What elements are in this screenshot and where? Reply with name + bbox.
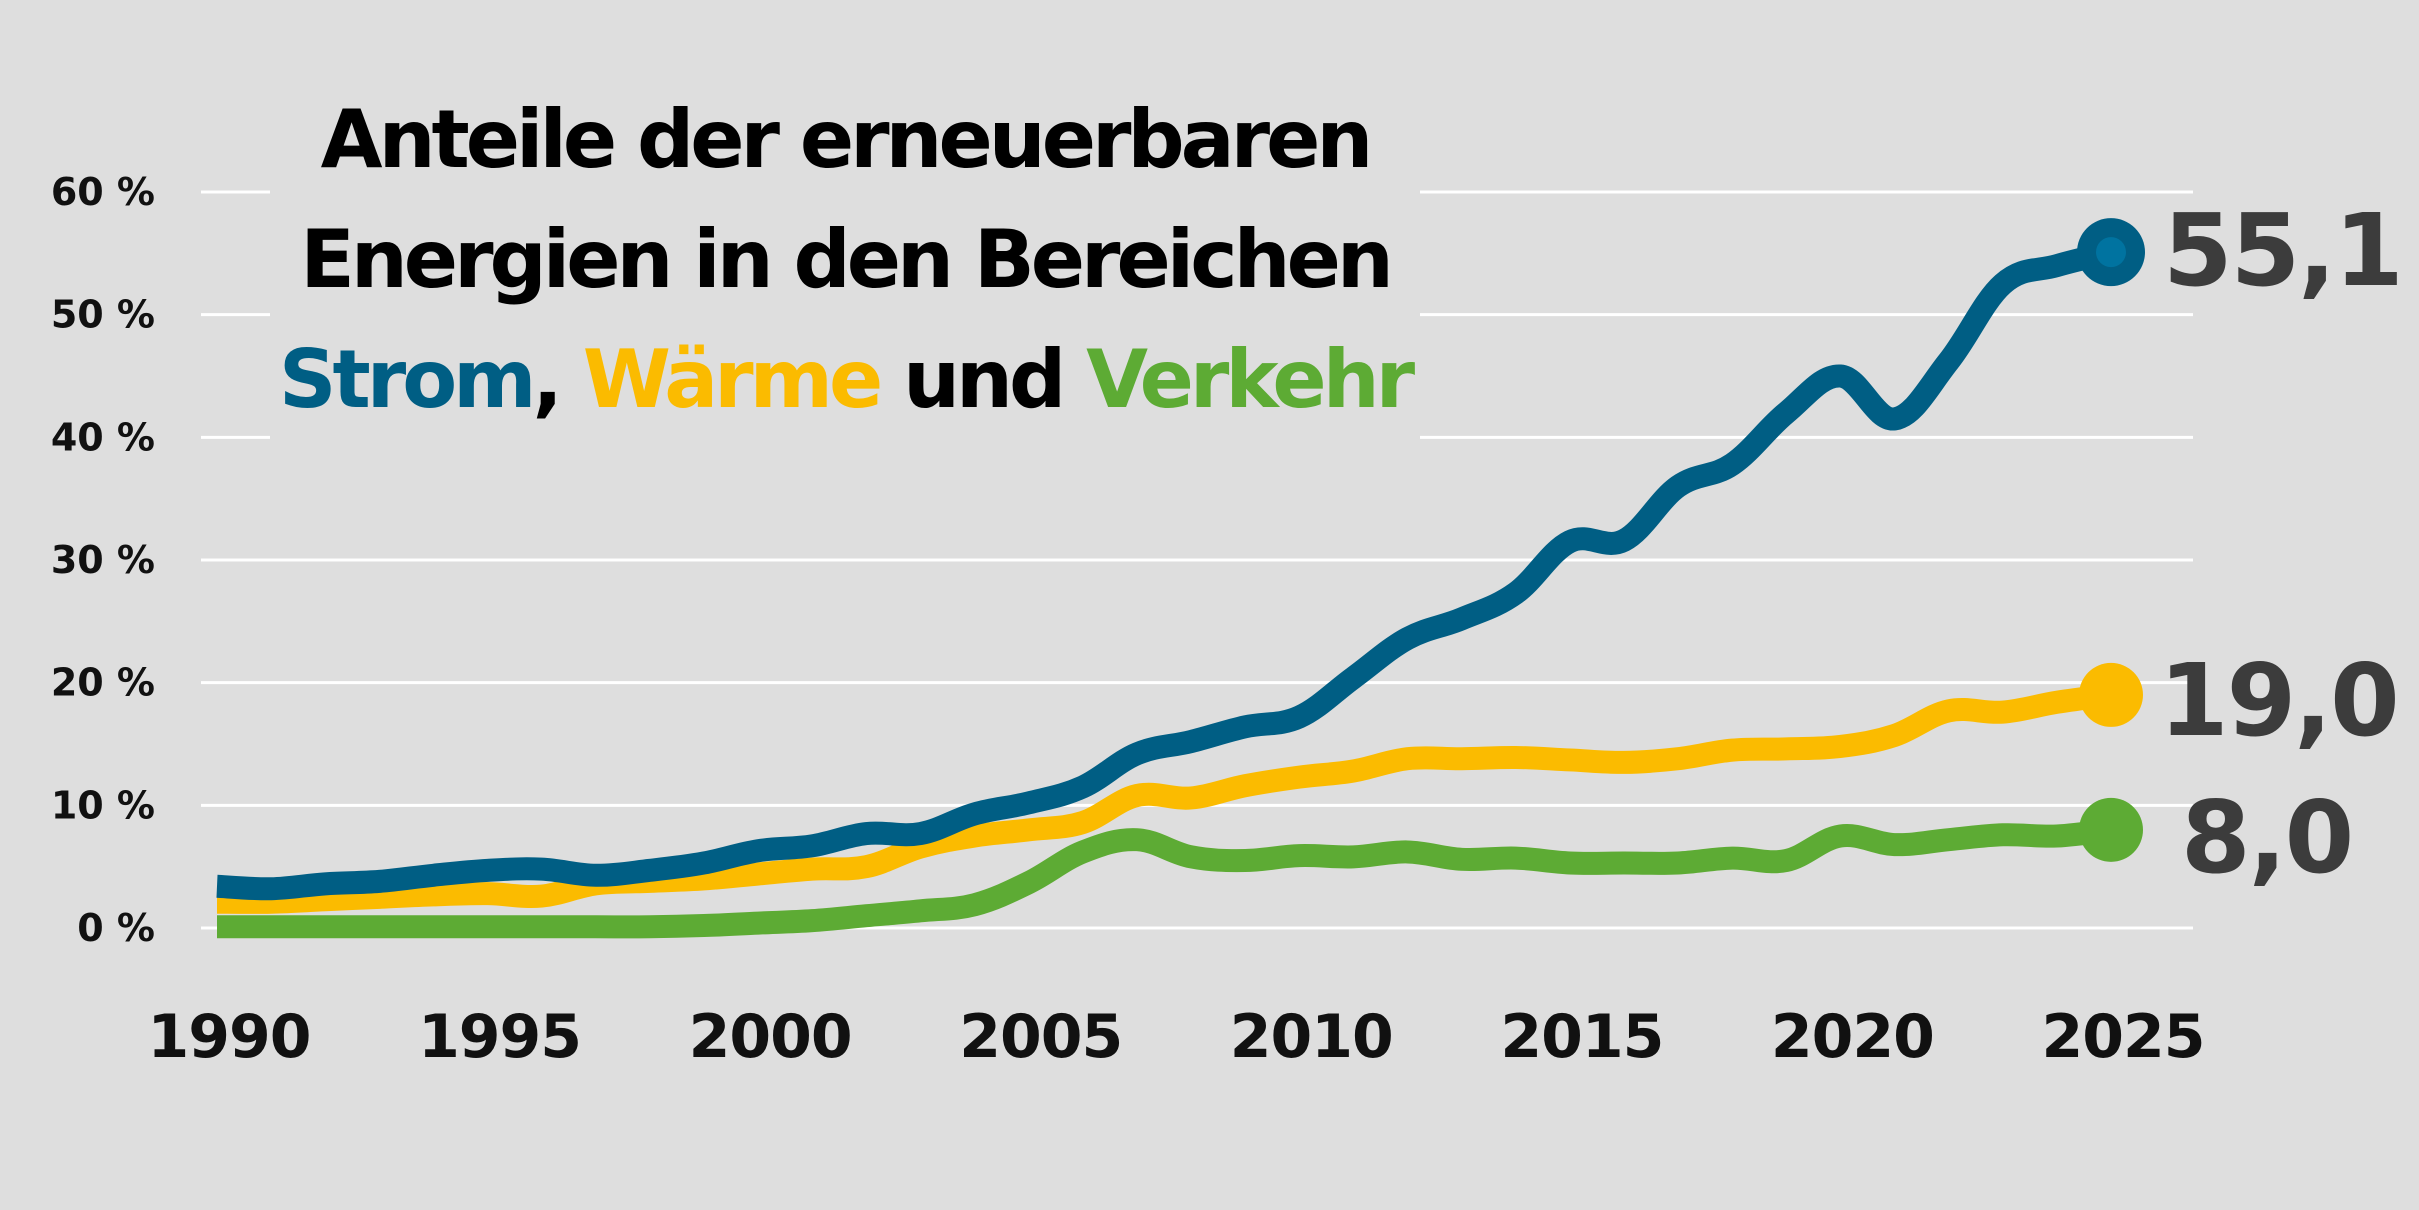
x-tick-label: 2015 xyxy=(1500,1002,1663,1072)
chart-title: Anteile der erneuerbaren Energien in den… xyxy=(270,80,1420,440)
end-label-verkehr: 8,0 xyxy=(2181,779,2352,896)
y-axis-ticks: 0 % 10 % 20 % 30 % 40 % 50 % 60 % xyxy=(51,170,155,950)
x-axis-ticks: 1990 1995 2000 2005 2010 2015 2020 2025 xyxy=(148,1002,2206,1072)
series-line-strom xyxy=(216,240,2114,901)
x-tick-label: 1990 xyxy=(148,1002,311,1072)
x-tick-label: 1995 xyxy=(418,1002,581,1072)
title-segment: Wärme xyxy=(582,333,883,426)
y-tick-label: 30 % xyxy=(51,538,155,582)
y-tick-label: 50 % xyxy=(51,293,155,337)
title-line-2: Energien in den Bereichen xyxy=(300,213,1394,306)
series-line-verkehr xyxy=(216,818,2113,939)
series-endpoints xyxy=(2077,218,2145,862)
y-tick-label: 40 % xyxy=(51,415,155,459)
y-tick-label: 20 % xyxy=(51,661,155,705)
end-label-strom: 55,1 xyxy=(2163,192,2402,309)
endpoint-marker-inner-strom xyxy=(2096,237,2126,268)
endpoint-marker-verkehr xyxy=(2079,797,2143,862)
title-line-3: Strom, Wärme und Verkehr xyxy=(270,320,1420,440)
series-end-labels: 55,1 19,0 8,0 xyxy=(2159,192,2404,896)
x-tick-label: 2025 xyxy=(2042,1002,2205,1072)
y-tick-label: 0 % xyxy=(77,906,155,950)
y-tick-label: 10 % xyxy=(51,783,155,827)
title-segment: Verkehr xyxy=(1086,333,1415,426)
x-tick-label: 2010 xyxy=(1230,1002,1393,1072)
series-line-wrme xyxy=(216,683,2113,914)
y-tick-label: 60 % xyxy=(51,170,155,214)
x-tick-label: 2005 xyxy=(959,1002,1122,1072)
title-segment: , xyxy=(532,333,583,426)
x-tick-label: 2020 xyxy=(1771,1002,1934,1072)
title-segment: Strom xyxy=(278,333,537,426)
endpoint-marker-wrme xyxy=(2079,662,2143,727)
end-label-wrme: 19,0 xyxy=(2159,642,2398,759)
series-lines xyxy=(216,240,2114,939)
title-line-1: Anteile der erneuerbaren xyxy=(320,93,1374,186)
x-tick-label: 2000 xyxy=(689,1002,852,1072)
title-segment: und xyxy=(879,333,1087,426)
